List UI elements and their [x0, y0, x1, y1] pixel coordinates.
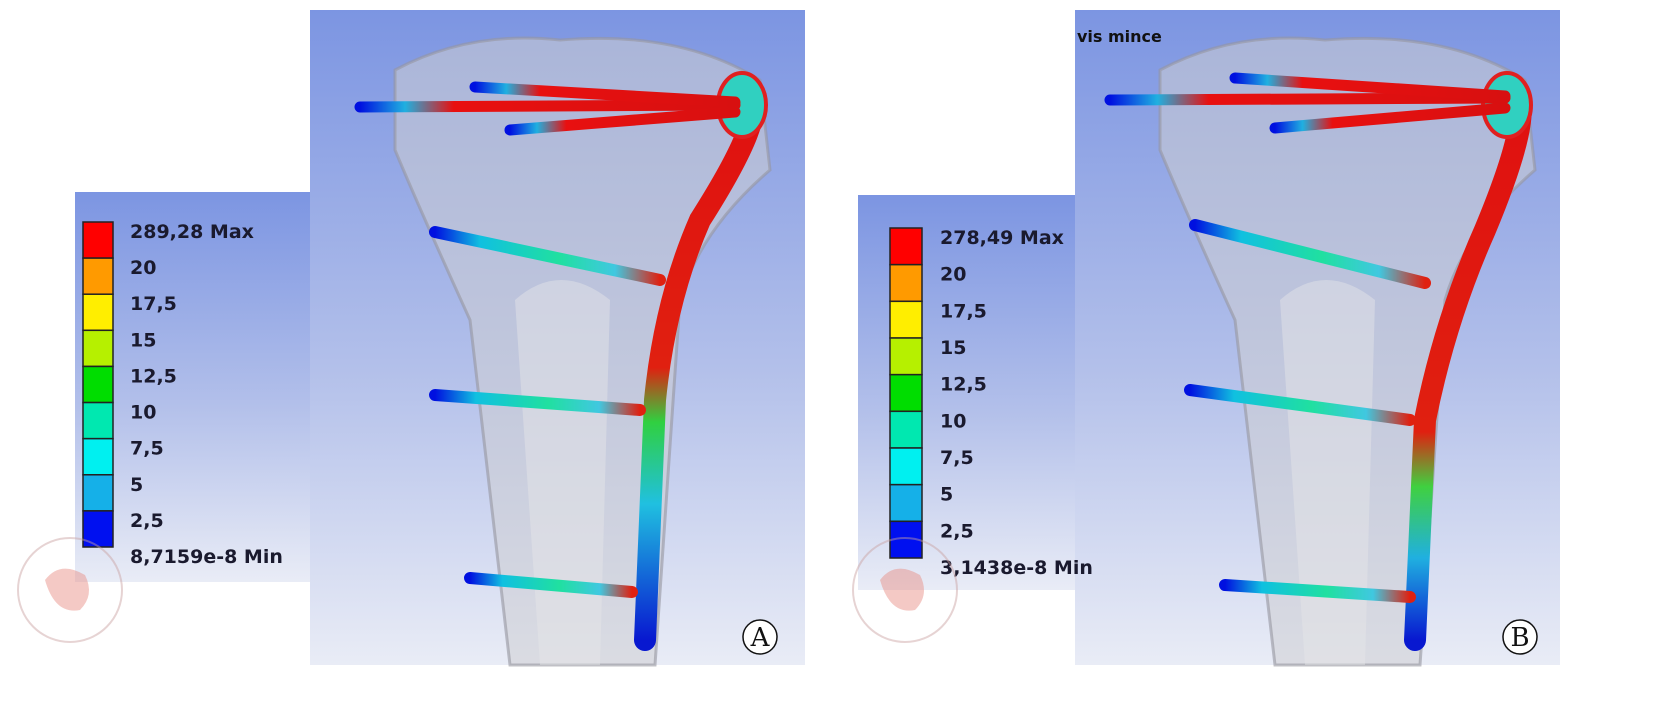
legend-label: 12,5	[130, 365, 177, 387]
legend-color-swatch	[82, 510, 114, 548]
legend-label: 7,5	[940, 447, 974, 469]
panel-label: B	[1510, 623, 1529, 653]
legend-label: 17,5	[130, 293, 177, 315]
legend-color-swatch	[889, 447, 923, 486]
legend-color-swatch	[889, 483, 923, 523]
legend-label: 20	[940, 264, 966, 286]
legend-label: 17,5	[940, 300, 987, 322]
screw	[1189, 219, 1431, 289]
legend-color-swatch	[889, 300, 923, 339]
screw	[464, 572, 638, 598]
screw	[429, 226, 666, 286]
screw	[1219, 579, 1416, 603]
legend-color-swatch	[82, 329, 114, 368]
legend-color-swatch	[889, 337, 923, 376]
seal-ring	[17, 537, 123, 643]
legend-label: 7,5	[130, 438, 164, 460]
legend-color-swatch	[82, 293, 114, 332]
panel-a: 289,28 Max 20 17,5 15 12,5 10 7,5 5 2,5 8,7159e-8…	[17, 10, 805, 667]
legend-label: 8,7159e-8 Min	[130, 546, 283, 568]
legend-color-swatch	[82, 437, 114, 476]
screw	[469, 81, 741, 108]
legend-label: 3,1438e-8 Min	[940, 557, 1093, 579]
tibia-bone	[1158, 36, 1537, 667]
legend-label: 289,28 Max	[130, 221, 254, 243]
legend-color-swatch	[82, 474, 114, 512]
legend-background	[75, 192, 310, 582]
panel-title: vis mince	[1077, 27, 1162, 46]
screw	[1184, 384, 1416, 426]
legend-label: 20	[130, 257, 156, 279]
watermark-seal	[17, 537, 123, 643]
legend-color-swatch	[889, 410, 923, 449]
legend-label: 15	[130, 329, 156, 351]
panel-b: 278,49 Max 20 17,5 15 12,5 10 7,5 5 2,5 3,1438e-8…	[852, 10, 1560, 667]
panel-label: A	[750, 623, 771, 653]
screw	[1269, 102, 1511, 134]
legend-label: 12,5	[940, 374, 987, 396]
legend-color-swatch	[889, 227, 923, 266]
screw	[504, 106, 741, 136]
seal-ring	[852, 537, 958, 643]
tibia-bone	[393, 36, 772, 667]
legend-color-swatch	[82, 221, 114, 259]
legend-label: 278,49 Max	[940, 227, 1064, 249]
medullary-canal	[515, 280, 610, 665]
legend-color-swatch	[82, 365, 114, 404]
legend-color-swatch	[889, 263, 923, 303]
panel-label-circle	[1502, 619, 1538, 655]
legend-label: 10	[130, 402, 156, 424]
legend-label: 5	[130, 474, 143, 496]
screw	[1104, 92, 1511, 106]
legend-label: 2,5	[130, 510, 164, 532]
screw	[429, 389, 646, 416]
legend-color-swatch	[889, 520, 923, 559]
legend-color-swatch	[889, 373, 923, 413]
screw	[354, 99, 741, 113]
panel-label-circle	[742, 619, 778, 655]
legend-color-swatch	[82, 257, 114, 295]
legend-color-swatch	[82, 401, 114, 440]
legend-label: 15	[940, 337, 966, 359]
watermark-seal	[852, 537, 958, 643]
legend-label: 2,5	[940, 520, 974, 542]
legend-label: 5	[940, 484, 953, 506]
legend-label: 10	[940, 410, 966, 432]
seal-map	[45, 568, 89, 611]
seal-map	[880, 568, 924, 611]
screw	[1229, 72, 1511, 102]
medullary-canal	[1280, 280, 1375, 665]
